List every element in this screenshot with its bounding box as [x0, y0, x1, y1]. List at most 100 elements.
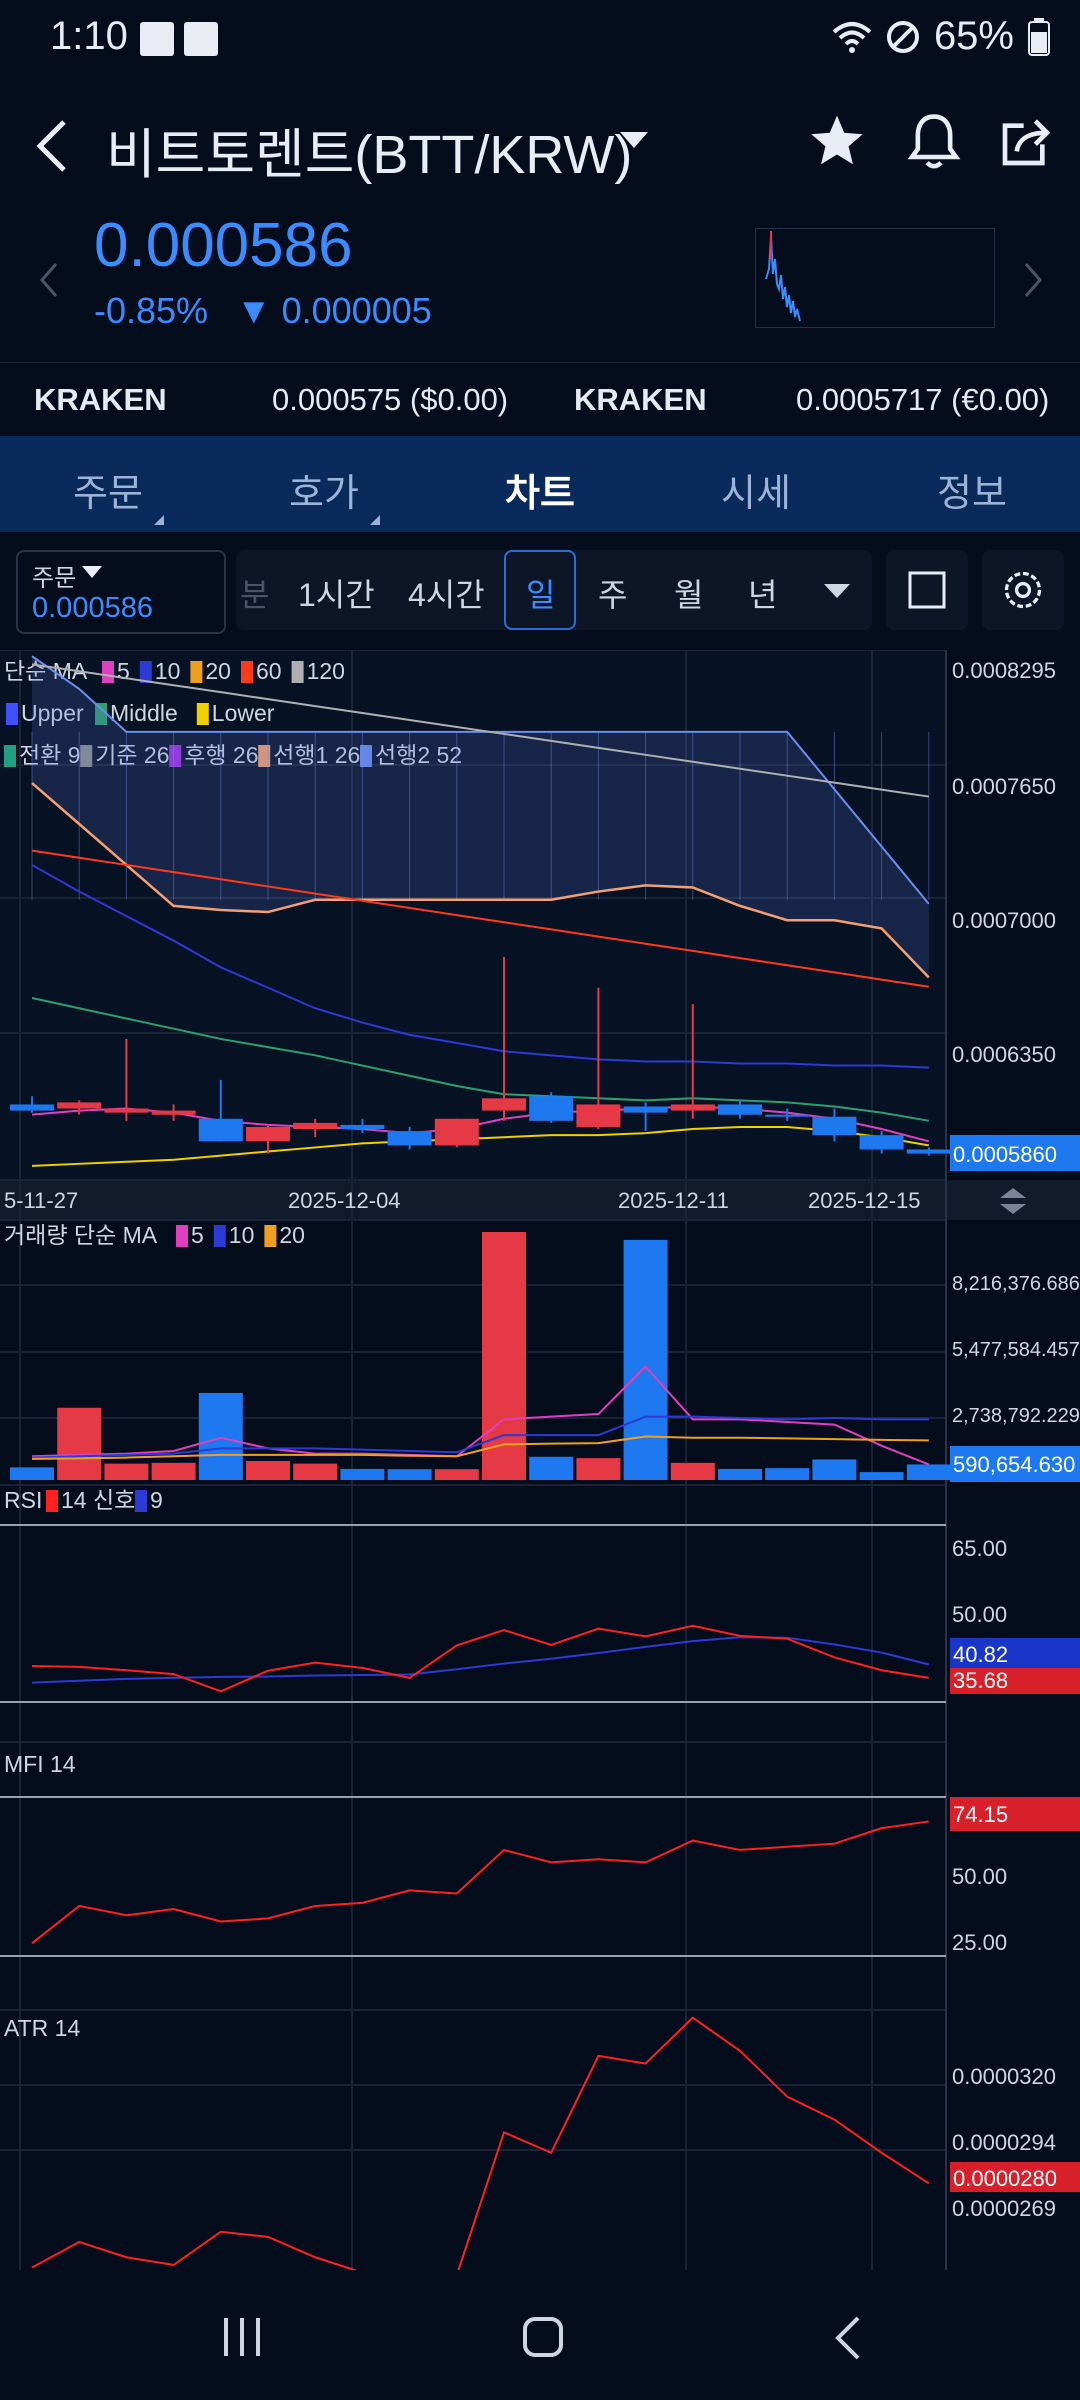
candle-body	[812, 1116, 857, 1136]
exchange-name: KRAKEN	[574, 382, 707, 417]
timeframe-1h[interactable]: 1시간	[298, 577, 375, 613]
price-axis-panel	[946, 650, 1080, 1180]
status-bar: 1:10 65%	[0, 0, 1080, 76]
status-time: 1:10	[50, 14, 128, 58]
tab-info[interactable]: 정보	[864, 462, 1080, 517]
price-axis-tick: 0.0008295	[952, 658, 1056, 683]
rsi-tag-blue-bg	[950, 1638, 1080, 1668]
legend-swatch	[80, 745, 93, 767]
recent-apps-icon[interactable]	[222, 2316, 262, 2358]
favorite-star-icon[interactable]	[808, 112, 866, 170]
volume-axis-tick: 5,477,584.457	[952, 1339, 1080, 1361]
next-coin-chevron-icon[interactable]	[1022, 260, 1044, 300]
volume-plot	[10, 1232, 951, 1480]
date-axis-strip	[0, 1180, 1080, 1220]
legend-swatch	[169, 745, 182, 767]
timeframe-month[interactable]: 월	[674, 577, 704, 613]
date-tick: 2025-12-04	[288, 1188, 401, 1213]
candle-body	[906, 1149, 951, 1154]
candle-body	[623, 1106, 668, 1113]
change-amount: ▼ 0.000005	[236, 290, 432, 331]
dropdown-caret-icon[interactable]	[620, 132, 648, 150]
candle-body	[576, 1104, 621, 1127]
legend-text: 14 신호	[61, 1487, 135, 1513]
order-caret-icon	[82, 566, 102, 578]
chart-type-button[interactable]	[886, 550, 968, 630]
mfi-tag-bg	[950, 1797, 1080, 1831]
candle-body	[198, 1118, 243, 1142]
back-nav-icon[interactable]	[832, 2316, 862, 2360]
volume-bar	[57, 1407, 102, 1480]
legend-text: 후행 26	[184, 742, 258, 768]
chart-grid	[0, 650, 947, 2270]
legend-swatch	[95, 703, 107, 725]
bollinger-legend: Upper Middle Lower	[6, 700, 275, 726]
timeframe-week[interactable]: 주	[598, 577, 628, 613]
gear-icon	[1004, 571, 1042, 609]
legend-text: 60	[256, 658, 282, 684]
exchange-row	[0, 362, 1080, 435]
bell-icon[interactable]	[906, 112, 962, 172]
tab-market[interactable]: 시세	[648, 462, 864, 517]
ma10-line	[31, 864, 929, 1069]
legend-swatch	[264, 1225, 277, 1247]
legend-swatch	[360, 745, 372, 767]
battery-icon	[1028, 17, 1050, 56]
mfi-line	[31, 1820, 929, 1945]
atr-axis-tick: 0.0000294	[952, 2130, 1056, 2155]
date-tick: 2025-12-15	[808, 1188, 921, 1213]
tab-order[interactable]: 주문	[0, 462, 216, 525]
legend-text: 9	[150, 1487, 163, 1513]
legend-text: Middle	[110, 700, 178, 726]
candle-body	[482, 1098, 526, 1111]
rsi-plot	[31, 1624, 930, 1693]
candle-body	[718, 1104, 762, 1115]
timeframe-bar	[236, 550, 872, 630]
home-icon[interactable]	[522, 2316, 564, 2358]
legend-text: 120	[307, 658, 345, 684]
candle-body	[859, 1135, 904, 1150]
order-price-box[interactable]	[16, 550, 226, 634]
legend-swatch	[190, 661, 203, 683]
exchange-price: 0.000575 ($0.00)	[272, 382, 509, 417]
current-price: 0.000586	[94, 211, 353, 280]
volume-bar	[198, 1392, 243, 1480]
notification-icon	[184, 22, 218, 56]
chart-settings-button[interactable]	[982, 550, 1064, 630]
page-title[interactable]: 비트토렌트(BTT/KRW)	[106, 125, 633, 185]
candle-body	[387, 1131, 432, 1146]
rsi-signal-line	[31, 1636, 930, 1684]
tab-chart[interactable]: 차트	[432, 462, 648, 517]
volume-bar	[387, 1469, 432, 1480]
mini-chart[interactable]	[755, 228, 995, 328]
legend-swatch	[241, 661, 253, 683]
volume-bar	[529, 1456, 574, 1480]
price-panel	[0, 650, 946, 1180]
timeframe-more-caret-icon[interactable]	[824, 584, 850, 600]
resize-handle-icon[interactable]	[1000, 1188, 1026, 1214]
volume-bar	[812, 1459, 857, 1480]
rsi-line	[31, 1624, 929, 1693]
rsi-tag-red-bg	[950, 1668, 1080, 1694]
price-axis-tick: 0.0007000	[952, 908, 1056, 933]
share-icon[interactable]	[998, 114, 1054, 170]
prev-coin-chevron-icon[interactable]	[38, 260, 60, 300]
timeframe-day[interactable]: 일	[526, 577, 556, 613]
timeframe-4h[interactable]: 4시간	[408, 577, 485, 613]
timeframe-selected-box	[504, 550, 576, 630]
tab-corner-icon	[370, 515, 380, 525]
tab-orderbook[interactable]: 호가	[216, 462, 432, 525]
tab-corner-icon	[154, 515, 164, 525]
volume-bar	[623, 1239, 668, 1480]
tab-label: 시세	[721, 473, 791, 515]
back-arrow-icon[interactable]	[34, 118, 74, 174]
legend-swatch	[102, 661, 114, 683]
timeframe-minute[interactable]: 분	[240, 577, 270, 613]
timeframe-year[interactable]: 년	[748, 577, 778, 613]
volume-bar	[906, 1464, 951, 1480]
battery-percent: 65%	[933, 14, 1014, 58]
notification-icon	[140, 22, 174, 56]
volume-legend-label: 거래량 단순 MA	[4, 1222, 158, 1248]
legend-text: 10	[155, 658, 181, 684]
